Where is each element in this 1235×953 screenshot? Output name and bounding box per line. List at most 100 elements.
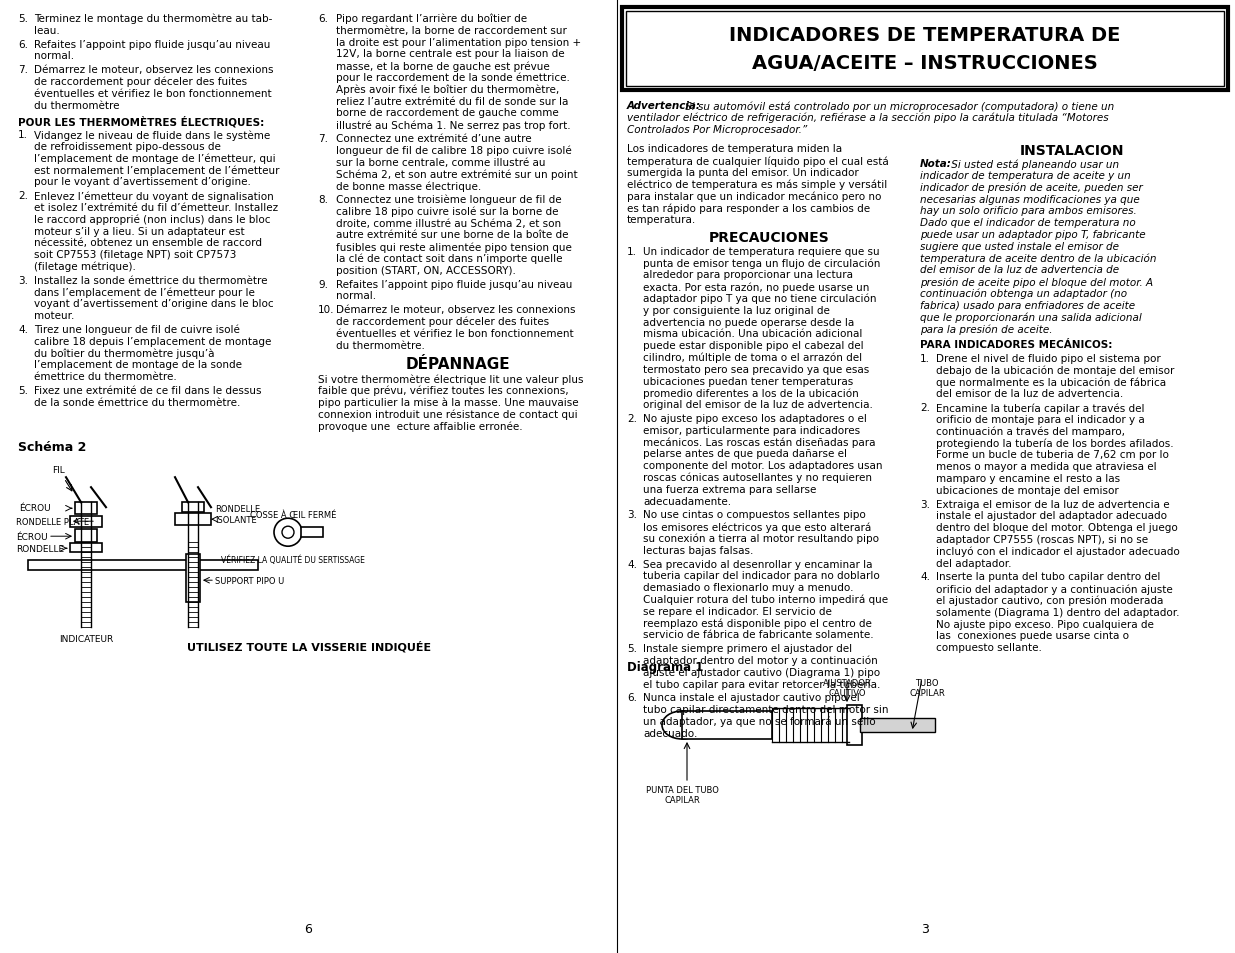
- Text: temperatura de aceite dentro de la ubicación: temperatura de aceite dentro de la ubica…: [920, 253, 1156, 264]
- Text: su conexión a tierra al motor resultando pipo: su conexión a tierra al motor resultando…: [643, 534, 879, 544]
- Text: 3.: 3.: [627, 510, 637, 519]
- Text: adecuadamente.: adecuadamente.: [643, 497, 731, 506]
- Text: borne de raccordement de gauche comme: borne de raccordement de gauche comme: [336, 109, 558, 118]
- Text: Refaites l’appoint pipo fluide jusqu’au niveau: Refaites l’appoint pipo fluide jusqu’au …: [336, 279, 572, 290]
- Text: AGUA/ACEITE – INSTRUCCIONES: AGUA/ACEITE – INSTRUCCIONES: [752, 54, 1098, 73]
- Text: 2.: 2.: [19, 191, 28, 201]
- Bar: [186, 555, 200, 602]
- Text: temperatura de cualquier líquido pipo el cual está: temperatura de cualquier líquido pipo el…: [627, 156, 889, 167]
- Text: continuación obtenga un adaptador (no: continuación obtenga un adaptador (no: [920, 289, 1128, 299]
- Text: Un indicador de temperatura requiere que su: Un indicador de temperatura requiere que…: [643, 247, 879, 256]
- Text: orificio de montaje para el indicador y a: orificio de montaje para el indicador y …: [936, 415, 1145, 424]
- Text: RONDELLE
ISOLANTE: RONDELLE ISOLANTE: [215, 505, 261, 524]
- Text: punta de emisor tenga un flujo de circulación: punta de emisor tenga un flujo de circul…: [643, 258, 881, 269]
- Text: illustré au Schéma 1. Ne serrez pas trop fort.: illustré au Schéma 1. Ne serrez pas trop…: [336, 120, 571, 131]
- Text: calibre 18 pipo cuivre isolé sur la borne de: calibre 18 pipo cuivre isolé sur la born…: [336, 207, 558, 217]
- Text: normal.: normal.: [35, 51, 74, 61]
- Text: nécessité, obtenez un ensemble de raccord: nécessité, obtenez un ensemble de raccor…: [35, 238, 262, 248]
- Text: pipo particulier la mise à la masse. Une mauvaise: pipo particulier la mise à la masse. Une…: [317, 397, 579, 408]
- Text: tubo capilar directamente dentro del motor sin: tubo capilar directamente dentro del mot…: [643, 704, 888, 715]
- Text: PARA INDICADORES MECÁNICOS:: PARA INDICADORES MECÁNICOS:: [920, 340, 1113, 350]
- Text: la droite est pour l’alimentation pipo tension +: la droite est pour l’alimentation pipo t…: [336, 37, 582, 48]
- Text: Refaites l’appoint pipo fluide jusqu’au niveau: Refaites l’appoint pipo fluide jusqu’au …: [35, 40, 270, 50]
- Text: Forme un bucle de tuberia de 7,62 cm por lo: Forme un bucle de tuberia de 7,62 cm por…: [936, 450, 1168, 460]
- Text: Enlevez l’émetteur du voyant de signalisation: Enlevez l’émetteur du voyant de signalis…: [35, 191, 274, 201]
- Text: longueur de fil de calibre 18 pipo cuivre isolé: longueur de fil de calibre 18 pipo cuivr…: [336, 146, 572, 156]
- Text: la clé de contact soit dans n’importe quelle: la clé de contact soit dans n’importe qu…: [336, 253, 562, 264]
- Text: fabrica) usado para enfriadores de aceite: fabrica) usado para enfriadores de aceit…: [920, 300, 1135, 311]
- Text: roscas cónicas autosellantes y no requieren: roscas cónicas autosellantes y no requie…: [643, 473, 872, 483]
- Text: 6.: 6.: [317, 14, 329, 24]
- Text: INDICADORES DE TEMPERATURA DE: INDICADORES DE TEMPERATURA DE: [730, 26, 1120, 45]
- Text: puede usar un adaptador pipo T, fabricante: puede usar un adaptador pipo T, fabrican…: [920, 230, 1146, 240]
- Text: mecánicos. Las roscas están diseñadas para: mecánicos. Las roscas están diseñadas pa…: [643, 437, 876, 448]
- Text: Tirez une longueur de fil de cuivre isolé: Tirez une longueur de fil de cuivre isol…: [35, 325, 240, 335]
- Text: Pipo regardant l’arrière du boîtier de: Pipo regardant l’arrière du boîtier de: [336, 14, 527, 25]
- Text: provoque une  ecture affaiblie erronée.: provoque une ecture affaiblie erronée.: [317, 421, 522, 432]
- Text: cilindro, múltiple de toma o el arrazón del: cilindro, múltiple de toma o el arrazón …: [643, 353, 862, 363]
- Text: thermomètre, la borne de raccordement sur: thermomètre, la borne de raccordement su…: [336, 26, 567, 36]
- Text: eléctrico de temperatura es más simple y versátil: eléctrico de temperatura es más simple y…: [627, 179, 887, 190]
- Text: INSTALACION: INSTALACION: [1020, 144, 1124, 158]
- Bar: [626, 12, 1224, 87]
- Text: normal.: normal.: [336, 291, 377, 301]
- Text: adecuado.: adecuado.: [643, 728, 698, 738]
- Text: Si su automóvil está controlado por un microprocesador (computadora) o tiene un: Si su automóvil está controlado por un m…: [682, 101, 1114, 112]
- Bar: [182, 502, 204, 513]
- Text: du thermomètre: du thermomètre: [35, 100, 120, 111]
- Text: componente del motor. Los adaptadores usan: componente del motor. Los adaptadores us…: [643, 460, 883, 471]
- Text: de la sonde émettrice du thermomètre.: de la sonde émettrice du thermomètre.: [35, 397, 241, 407]
- Text: instale el ajustador del adaptador adecuado: instale el ajustador del adaptador adecu…: [936, 511, 1167, 521]
- Text: adaptador CP7555 (roscas NPT), si no se: adaptador CP7555 (roscas NPT), si no se: [936, 535, 1149, 544]
- Text: Cualquier rotura del tubo interno impedirá que: Cualquier rotura del tubo interno impedi…: [643, 595, 888, 605]
- Text: temperatura.: temperatura.: [627, 215, 697, 225]
- Text: el tubo capilar para evitar retorcer la tubería.: el tubo capilar para evitar retorcer la …: [643, 679, 881, 689]
- Text: 5.: 5.: [19, 14, 28, 24]
- Text: adaptador dentro del motor y a continuación: adaptador dentro del motor y a continuac…: [643, 656, 878, 666]
- Text: Installez la sonde émettrice du thermomètre: Installez la sonde émettrice du thermomè…: [35, 275, 268, 286]
- Text: 6: 6: [304, 923, 312, 935]
- Text: FIL: FIL: [52, 466, 64, 475]
- Text: 1.: 1.: [920, 354, 930, 364]
- Text: pour le raccordement de la sonde émettrice.: pour le raccordement de la sonde émettri…: [336, 73, 569, 84]
- Text: masse, et la borne de gauche est prévue: masse, et la borne de gauche est prévue: [336, 61, 550, 71]
- Text: est normalement l’emplacement de l’émetteur: est normalement l’emplacement de l’émett…: [35, 166, 279, 176]
- Text: Sea precavido al desenrollar y encaminar la: Sea precavido al desenrollar y encaminar…: [643, 559, 872, 569]
- Text: Si votre thermomètre électrique lit une valeur plus: Si votre thermomètre électrique lit une …: [317, 374, 583, 384]
- Text: menos o mayor a medida que atraviesa el: menos o mayor a medida que atraviesa el: [936, 461, 1157, 472]
- Text: hay un solo orificio para ambos emisores.: hay un solo orificio para ambos emisores…: [920, 206, 1136, 216]
- Text: leau.: leau.: [35, 26, 59, 36]
- Text: reemplazo está disponible pipo el centro de: reemplazo está disponible pipo el centro…: [643, 618, 872, 628]
- Text: advertencia no puede operarse desde la: advertencia no puede operarse desde la: [643, 317, 855, 327]
- Text: AJUSTADOR
CAUTIVO: AJUSTADOR CAUTIVO: [823, 679, 872, 698]
- Text: las  conexiones puede usarse cinta o: las conexiones puede usarse cinta o: [936, 631, 1129, 640]
- Text: Connectez une troisième longueur de fil de: Connectez une troisième longueur de fil …: [336, 194, 562, 205]
- Text: Diagrama 1: Diagrama 1: [627, 660, 704, 673]
- Text: 1.: 1.: [19, 130, 28, 140]
- Text: es tan rápido para responder a los cambios de: es tan rápido para responder a los cambi…: [627, 203, 871, 213]
- Text: éventuelles et vérifiez le bon fonctionnement: éventuelles et vérifiez le bon fonctionn…: [336, 329, 573, 338]
- Text: sugiere que usted instale el emisor de: sugiere que usted instale el emisor de: [920, 241, 1119, 252]
- Text: Instale siempre primero el ajustador del: Instale siempre primero el ajustador del: [643, 643, 852, 654]
- Text: mamparo y encamine el resto a las: mamparo y encamine el resto a las: [936, 474, 1120, 483]
- Text: Schéma 2: Schéma 2: [19, 440, 86, 454]
- Text: de bonne masse électrique.: de bonne masse électrique.: [336, 181, 482, 192]
- Text: moteur.: moteur.: [35, 311, 74, 321]
- Bar: [847, 705, 862, 745]
- Text: 6.: 6.: [627, 693, 637, 702]
- Text: Après avoir fixé le boîtier du thermomètre,: Après avoir fixé le boîtier du thermomèt…: [336, 85, 559, 95]
- Text: pour le voyant d’avertissement d’origine.: pour le voyant d’avertissement d’origine…: [35, 177, 251, 187]
- Text: 10.: 10.: [317, 305, 335, 314]
- Text: sur la borne centrale, comme illustré au: sur la borne centrale, comme illustré au: [336, 157, 546, 168]
- Text: le raccord approprié (non inclus) dans le bloc: le raccord approprié (non inclus) dans l…: [35, 214, 270, 225]
- Text: continuación a través del mamparo,: continuación a través del mamparo,: [936, 426, 1125, 436]
- Text: 5.: 5.: [627, 643, 637, 654]
- Bar: [622, 8, 1228, 91]
- Text: dans l’emplacement de l’émetteur pour le: dans l’emplacement de l’émetteur pour le: [35, 287, 254, 297]
- Text: 7.: 7.: [317, 133, 329, 144]
- Text: 9.: 9.: [317, 279, 329, 290]
- Text: SUPPORT PIPO U: SUPPORT PIPO U: [215, 577, 284, 585]
- Text: connexion introduit une résistance de contact qui: connexion introduit une résistance de co…: [317, 409, 578, 419]
- Text: debajo de la ubicación de montaje del emisor: debajo de la ubicación de montaje del em…: [936, 365, 1174, 375]
- Text: soit CP7553 (filetage NPT) soit CP7573: soit CP7553 (filetage NPT) soit CP7573: [35, 250, 236, 260]
